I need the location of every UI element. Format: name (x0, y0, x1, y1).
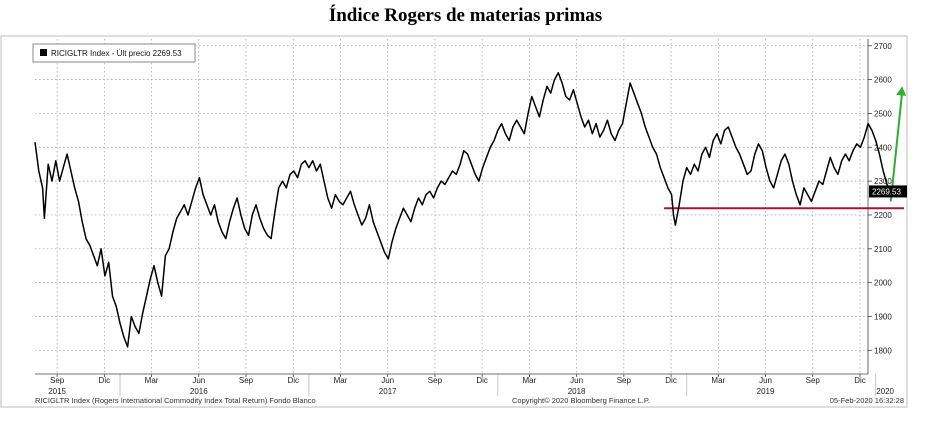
x-tick-label-mar-6: Mar (334, 376, 348, 385)
x-tick-label-sep-16: Sep (806, 376, 821, 385)
grid (35, 39, 868, 374)
y-tick-label-2000: 2000 (874, 279, 892, 288)
x-tick-label-dic-5: Dic (287, 376, 299, 385)
x-tick-label-sep-0: Sep (50, 376, 65, 385)
last-value-marker: 2269.53 (868, 185, 907, 198)
trend-arrow-head (896, 86, 907, 96)
series-line (34, 72, 892, 348)
legend-box (32, 43, 196, 63)
y-tick-label-2600: 2600 (874, 76, 892, 85)
x-tick-label-mar-14: Mar (711, 376, 725, 385)
footer: RICIGLTR Index (Rogers International Com… (35, 396, 904, 405)
x-tick-label-dic-1: Dic (99, 376, 111, 385)
x-tick-label-jun-15: Jun (759, 376, 772, 385)
y-tick-label-1800: 1800 (874, 346, 892, 355)
x-tick-label-jun-7: Jun (381, 376, 394, 385)
y-tick-label-1900: 1900 (874, 312, 892, 321)
last-value-label: 2269.53 (872, 187, 901, 196)
last-value-box (869, 185, 907, 198)
x-tick-label-sep-8: Sep (428, 376, 443, 385)
x-year-label-2015: 2015 (48, 387, 66, 396)
footer-copyright: Copyright© 2020 Bloomberg Finance L.P. (512, 396, 650, 405)
trend-arrow-group (889, 86, 907, 202)
footer-source: RICIGLTR Index (Rogers International Com… (35, 396, 316, 405)
legend-swatch (40, 49, 47, 56)
x-year-label-2017: 2017 (379, 387, 397, 396)
x-tick-label-mar-10: Mar (522, 376, 536, 385)
x-tick-label-jun-11: Jun (570, 376, 583, 385)
y-tick-label-2100: 2100 (874, 245, 892, 254)
page-title: Índice Rogers de materias primas (328, 5, 603, 26)
x-tick-label-sep-4: Sep (239, 376, 254, 385)
x-year-label-2018: 2018 (568, 387, 586, 396)
x-tick-label-mar-2: Mar (145, 376, 159, 385)
x-tick-label-dic-17: Dic (854, 376, 866, 385)
x-year-label-2016: 2016 (190, 387, 208, 396)
x-tick-label-dic-9: Dic (476, 376, 488, 385)
legend: RICIGLTR Index - Últ precio 2269.53 (32, 43, 196, 63)
axes: 1800 1900 2000 2100 2200 2300 2400 2500 2600 2700… (35, 39, 895, 396)
y-tick-label-2400: 2400 (874, 143, 892, 152)
series-group (34, 72, 892, 348)
x-tick-label-sep-12: Sep (617, 376, 632, 385)
chart-frame (0, 35, 908, 408)
footer-timestamp: 05-Feb-2020 16:32:28 (830, 396, 904, 405)
y-tick-label-2200: 2200 (874, 211, 892, 220)
trend-arrow-shaft (889, 92, 904, 202)
y-tick-label-2700: 2700 (874, 42, 892, 51)
x-year-label-2020: 2020 (876, 387, 894, 396)
x-tick-label-dic-13: Dic (665, 376, 677, 385)
y-tick-label-2500: 2500 (874, 109, 892, 118)
legend-label: RICIGLTR Index - Últ precio 2269.53 (51, 49, 182, 58)
x-tick-label-jun-3: Jun (192, 376, 205, 385)
y-tick-label-2300: 2300 (874, 177, 892, 186)
x-year-label-2019: 2019 (757, 387, 775, 396)
